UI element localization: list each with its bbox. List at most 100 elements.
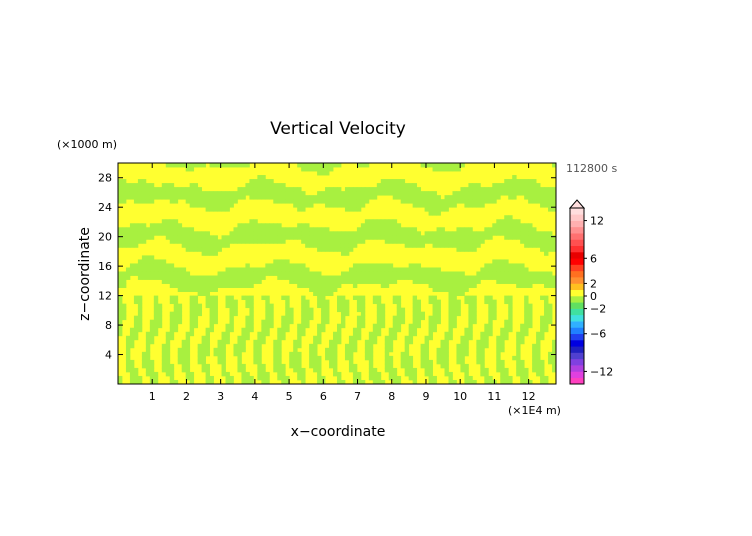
field-cell [412,203,418,208]
field-cell [161,183,167,188]
field-cell [129,375,135,381]
x-tick-label: 2 [183,390,190,403]
field-cell [189,303,195,309]
field-cell [205,367,210,373]
field-cell [420,195,425,200]
field-cell [333,351,338,357]
field-cell [496,223,501,228]
field-cell [500,379,505,384]
field-cell [285,327,290,333]
field-cell [536,279,541,284]
field-cell [209,279,214,284]
field-cell [400,311,406,317]
field-cell [432,239,437,244]
field-cell [141,195,147,200]
field-cell [249,303,254,309]
field-cell [281,183,286,188]
field-cell [297,355,302,361]
field-cell [444,339,449,345]
field-cell [321,171,326,176]
field-cell [532,275,537,280]
field-cell [488,195,493,200]
field-cell [297,207,302,212]
field-cell [448,311,453,317]
field-cell [297,203,302,208]
field-cell [305,315,310,321]
field-cell [277,195,282,200]
field-cell [269,231,274,236]
field-cell [348,347,354,353]
field-cell [448,299,453,305]
field-cell [305,323,310,329]
field-cell [428,231,433,236]
field-cell [129,243,135,248]
field-cell [205,331,210,337]
field-cell [424,271,429,276]
field-cell [257,335,262,341]
field-cell [372,271,378,276]
field-cell [508,295,513,301]
field-cell [225,283,230,288]
y-tick-label: 12 [98,290,112,303]
field-cell [404,191,410,196]
field-cell [344,271,350,276]
field-cell [229,375,234,381]
field-cell [257,275,262,280]
field-cell [305,203,310,208]
field-cell [253,359,258,365]
field-cell [480,235,485,240]
field-cell [133,295,139,301]
field-cell [468,283,473,288]
field-cell [189,163,195,168]
field-cell [424,279,429,284]
field-cell [153,307,159,313]
field-cell [464,235,469,240]
field-cell [289,315,294,321]
field-cell [544,271,549,276]
field-cell [118,311,123,317]
field-cell [508,267,513,272]
field-cell [396,183,402,188]
field-cell [153,259,159,264]
field-cell [480,191,485,196]
field-cell [301,315,306,321]
field-cell [400,307,406,313]
field-cell [161,195,167,200]
field-cell [257,351,262,357]
field-cell [472,187,477,192]
field-cell [456,167,461,172]
field-cell [496,363,501,369]
x-axis-ticks: 1 2 3 4 5 6 7 8 9 10 11 12 [149,163,536,403]
field-cell [289,195,294,200]
field-cell [317,283,322,288]
field-cell [197,279,203,284]
field-cell [552,203,556,208]
field-cell [544,327,549,333]
field-cell [448,235,453,240]
field-cell [118,183,123,188]
field-cell [157,231,163,236]
field-cell [492,311,497,317]
field-cell [376,323,382,329]
field-cell [512,235,517,240]
field-cell [352,231,358,236]
field-cell [149,327,155,333]
field-cell [297,363,302,369]
field-cell [412,199,418,204]
field-cell [297,367,302,373]
field-cell [392,299,398,305]
field-cell [225,331,230,337]
field-cell [352,371,358,377]
field-cell [161,279,167,284]
field-cell [221,239,226,244]
field-cell [249,227,254,232]
field-cell [452,323,457,329]
field-cell [408,231,414,236]
field-cell [524,239,529,244]
field-cell [384,271,390,276]
field-cell [257,267,262,272]
field-cell [333,187,338,192]
field-cell [412,303,418,309]
colorbar-segment [570,283,584,291]
field-cell [321,295,326,301]
